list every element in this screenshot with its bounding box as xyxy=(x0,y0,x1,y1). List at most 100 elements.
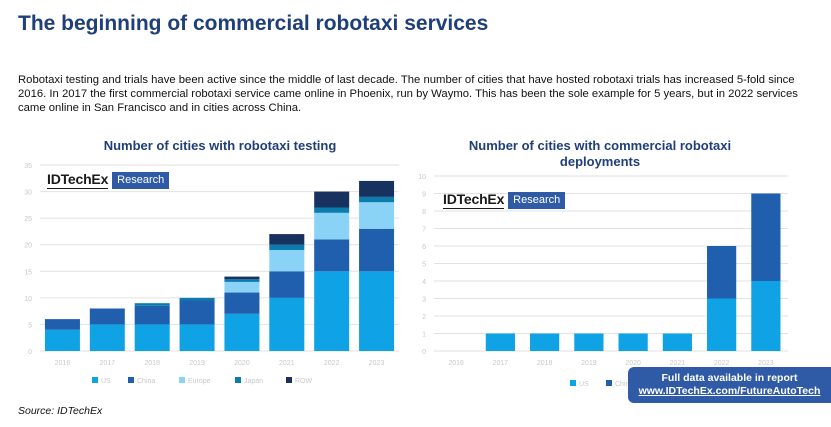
y-tick-label: 0 xyxy=(422,349,426,356)
y-tick-label: 25 xyxy=(24,216,32,223)
banner-text: Full data available in report xyxy=(661,372,798,384)
x-tick-label: 2020 xyxy=(625,360,641,367)
logo-brand: IDTechEx xyxy=(443,191,505,209)
page-title: The beginning of commercial robotaxi ser… xyxy=(18,12,489,35)
y-tick-label: 8 xyxy=(422,209,426,216)
bar-segment xyxy=(44,319,80,330)
bar-segment xyxy=(707,246,737,299)
x-tick-label: 2023 xyxy=(369,360,385,367)
bar-segment xyxy=(359,202,395,229)
idtechex-logo-1: IDTechEx Research xyxy=(47,171,170,189)
y-tick-label: 9 xyxy=(422,192,426,199)
y-tick-label: 1 xyxy=(422,332,426,339)
x-tick-label: 2018 xyxy=(537,360,553,367)
legend-label: ROW xyxy=(295,378,313,385)
bar-segment xyxy=(134,305,170,325)
legend-label: US xyxy=(101,378,111,385)
y-tick-label: 4 xyxy=(422,279,426,286)
bar-segment xyxy=(662,333,692,351)
bar-segment xyxy=(89,308,125,325)
y-tick-label: 10 xyxy=(418,174,426,181)
bar-segment xyxy=(751,281,781,351)
bar-segment xyxy=(269,297,305,351)
x-tick-label: 2019 xyxy=(189,360,205,367)
y-tick-label: 10 xyxy=(24,296,32,303)
y-tick-label: 3 xyxy=(422,297,426,304)
x-tick-label: 2021 xyxy=(279,360,295,367)
x-tick-label: 2019 xyxy=(581,360,597,367)
legend-label: US xyxy=(579,381,589,388)
bar-segment xyxy=(134,303,170,306)
bar-segment xyxy=(314,239,350,272)
bar-segment xyxy=(179,297,215,301)
legend-label: Japan xyxy=(244,378,263,385)
x-tick-label: 2022 xyxy=(324,360,340,367)
legend-swatch xyxy=(179,377,185,383)
bar-segment xyxy=(707,298,737,351)
x-tick-label: 2018 xyxy=(144,360,160,367)
bar-segment xyxy=(224,281,260,293)
bar-segment xyxy=(269,234,305,245)
intro-paragraph: Robotaxi testing and trials have been ac… xyxy=(18,74,798,114)
x-tick-label: 2016 xyxy=(55,360,71,367)
x-tick-label: 2021 xyxy=(670,360,686,367)
logo-tag: Research xyxy=(112,172,170,189)
bar-segment xyxy=(179,300,215,325)
legend-swatch xyxy=(570,380,576,386)
legend-swatch xyxy=(286,377,292,383)
idtechex-logo-2: IDTechEx Research xyxy=(443,191,566,209)
y-tick-label: 30 xyxy=(24,190,32,197)
bar-segment xyxy=(224,276,260,280)
y-tick-label: 15 xyxy=(24,269,32,276)
x-tick-label: 2017 xyxy=(100,360,116,367)
x-tick-label: 2023 xyxy=(758,360,774,367)
legend-swatch xyxy=(235,377,241,383)
bar-segment xyxy=(359,180,395,197)
chart-2-deployments: 0 1 2 3 4 5 6 7 8 9 10 2016 2017 2018 2019 2020 2021 2022… xyxy=(418,174,788,388)
y-tick-label: 35 xyxy=(24,163,32,170)
bar-segment xyxy=(269,271,305,298)
bar-segment xyxy=(134,324,170,351)
y-tick-label: 6 xyxy=(422,244,426,251)
bar-segment xyxy=(224,313,260,351)
bar-segment xyxy=(269,244,305,251)
chart-2-title: Number of cities with commercial robotax… xyxy=(468,138,732,169)
y-tick-label: 7 xyxy=(422,227,426,234)
report-link[interactable]: www.IDTechEx.com/FutureAutoTech xyxy=(638,385,821,397)
logo-brand: IDTechEx xyxy=(47,171,109,189)
bar-segment xyxy=(485,333,515,351)
x-tick-label: 2020 xyxy=(234,360,250,367)
x-tick-label: 2017 xyxy=(493,360,509,367)
full-data-banner[interactable]: Full data available in report www.IDTech… xyxy=(628,367,831,403)
x-tick-label: 2022 xyxy=(714,360,730,367)
bar-segment xyxy=(530,333,560,351)
bar-segment xyxy=(574,333,604,351)
source-note: Source: IDTechEx xyxy=(18,405,103,417)
bar-segment xyxy=(314,207,350,213)
legend-label: China xyxy=(615,381,633,388)
bar-segment xyxy=(89,324,125,351)
bar-segment xyxy=(44,329,80,351)
bar-segment xyxy=(314,271,350,351)
bar-segment xyxy=(359,228,395,272)
bar-segment xyxy=(224,292,260,314)
bar-segment xyxy=(179,324,215,351)
y-tick-label: 0 xyxy=(28,349,32,356)
legend-swatch xyxy=(606,380,612,386)
chart-1-title: Number of cities with robotaxi testing xyxy=(103,138,337,153)
bar-segment xyxy=(314,191,350,208)
bar-segment xyxy=(359,271,395,351)
bar-segment xyxy=(269,250,305,272)
chart-1-testing: 0 5 10 15 20 25 30 35 2016 2017 2018 2019 2020 2021 20… xyxy=(24,163,399,385)
y-tick-label: 2 xyxy=(422,314,426,321)
bar-segment xyxy=(314,212,350,240)
legend-swatch xyxy=(128,377,134,383)
y-tick-label: 5 xyxy=(422,262,426,269)
logo-tag: Research xyxy=(508,192,566,209)
bar-segment xyxy=(224,279,260,282)
x-tick-label: 2016 xyxy=(448,360,464,367)
legend-label: China xyxy=(137,378,155,385)
legend-swatch xyxy=(92,377,98,383)
legend-label: Europe xyxy=(188,378,211,385)
y-tick-label: 20 xyxy=(24,243,32,250)
